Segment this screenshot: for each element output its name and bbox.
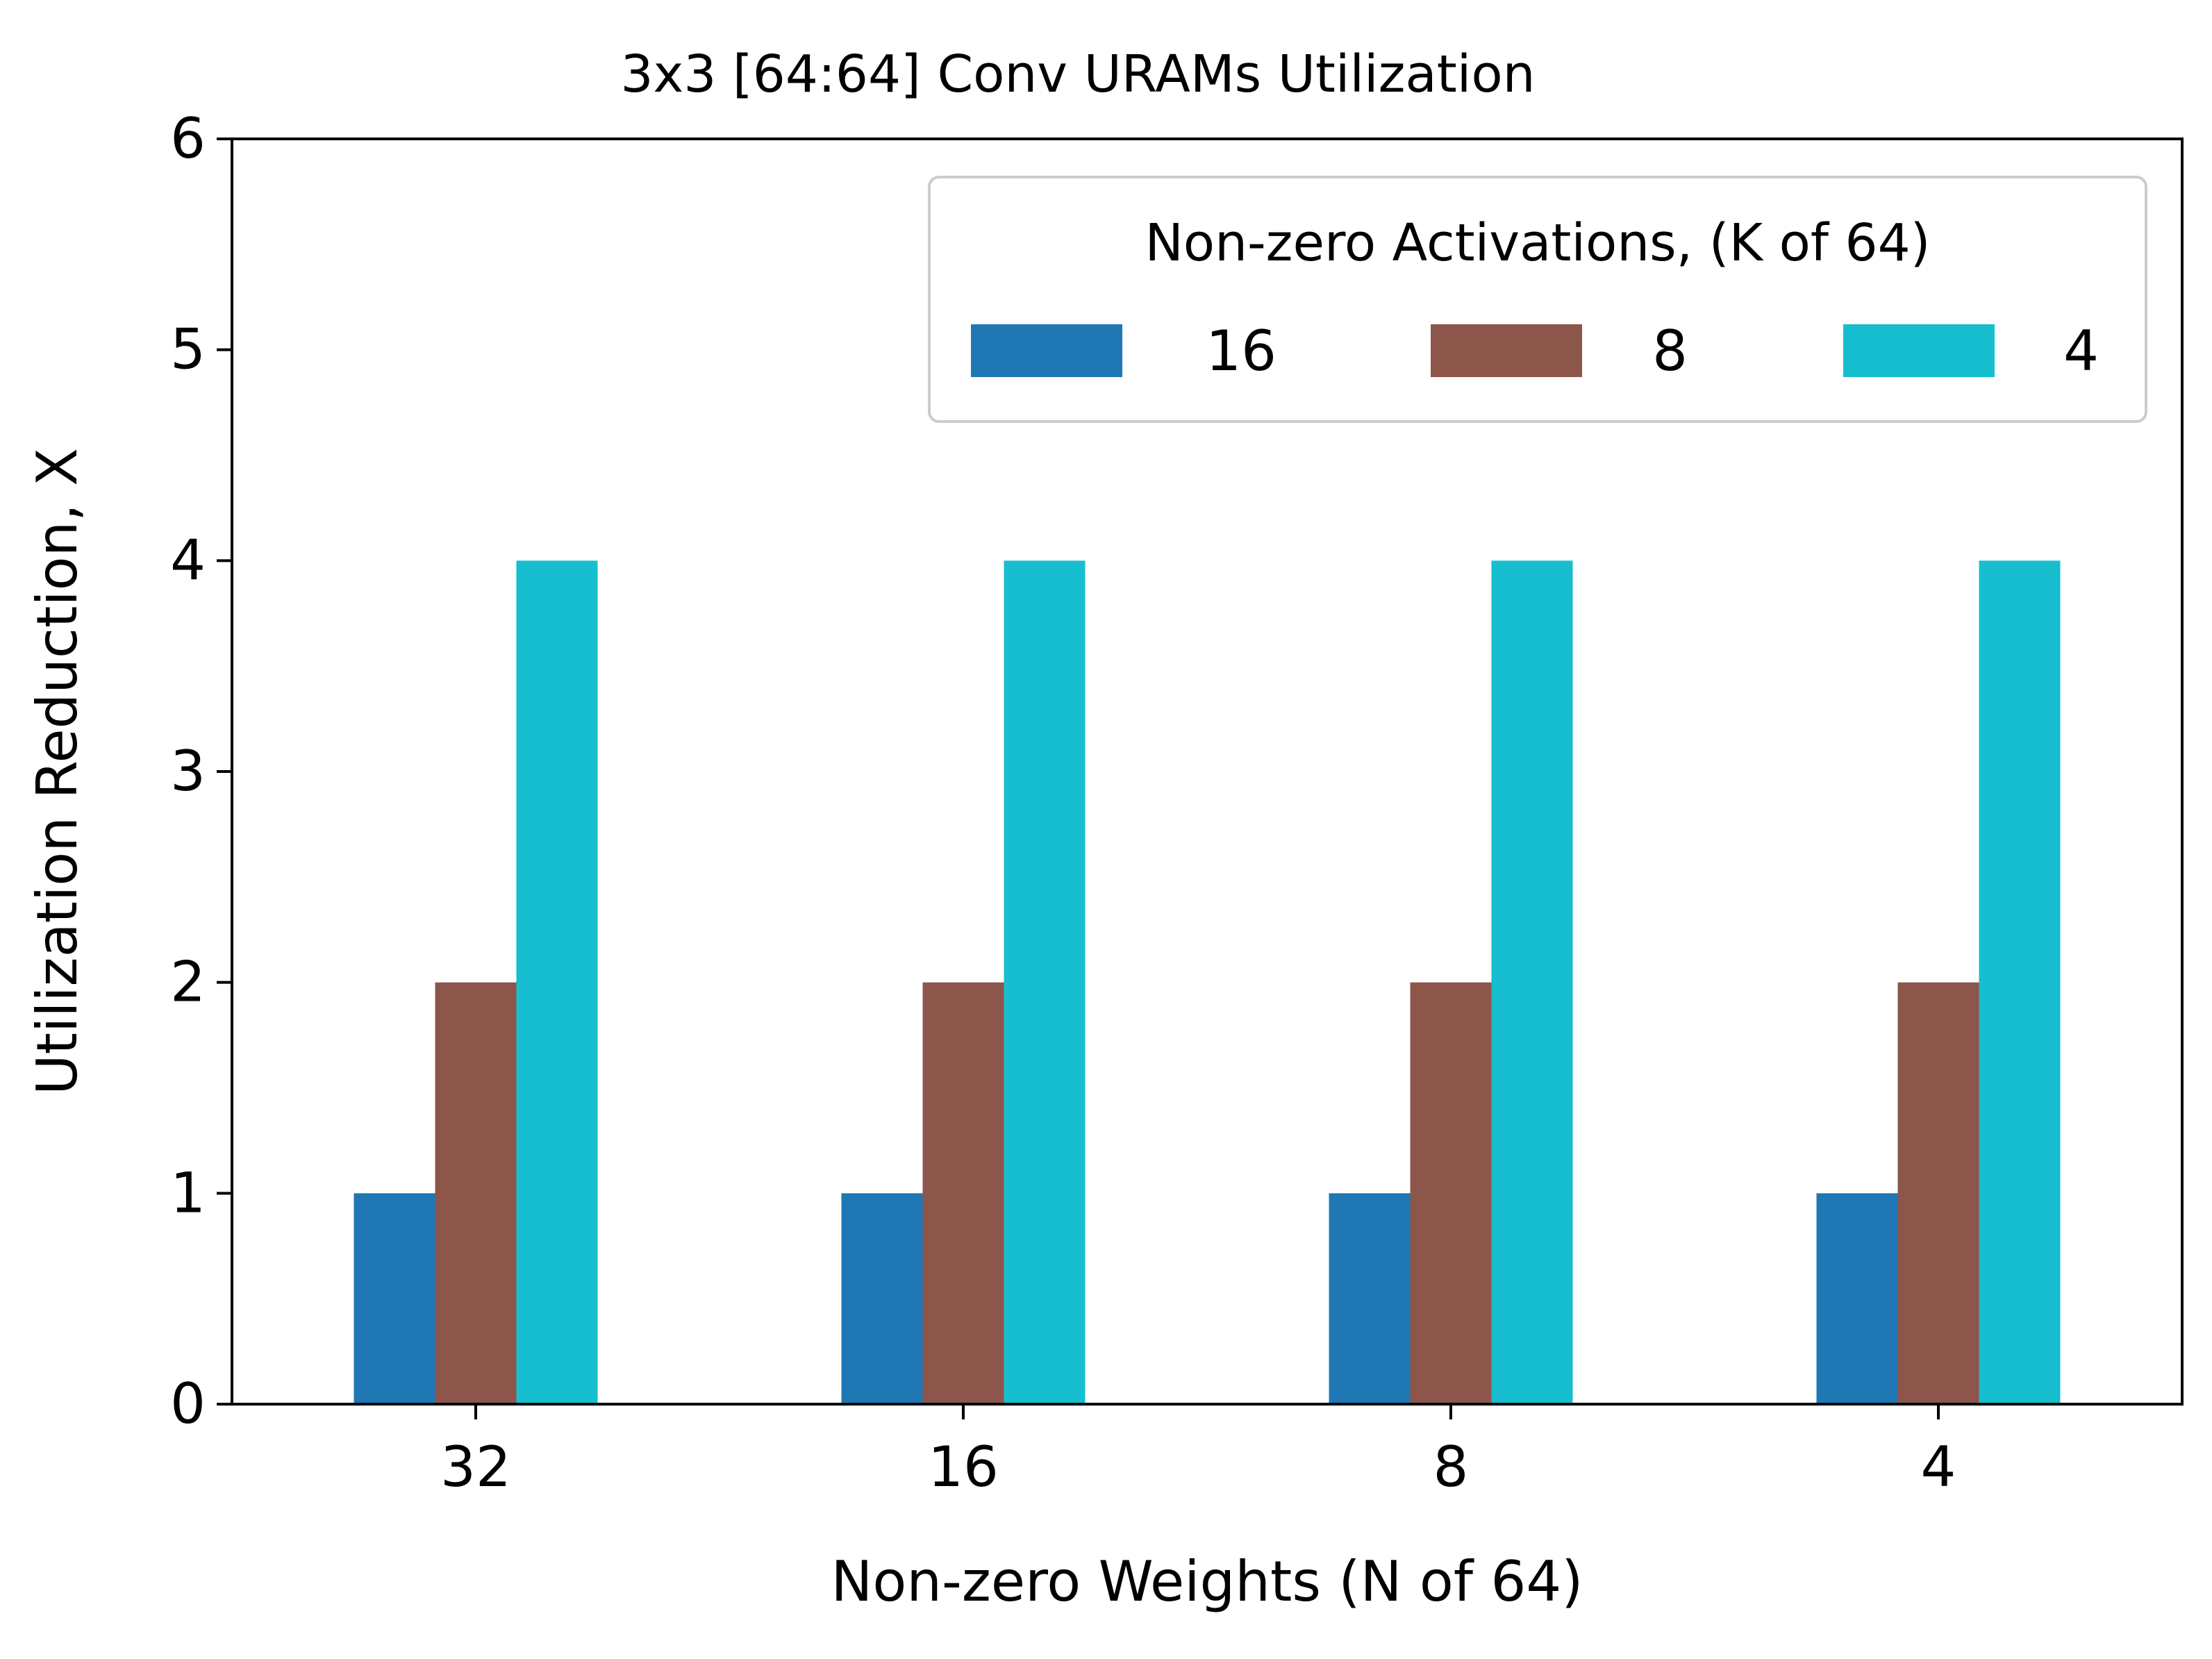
bar-32-series-16 [354, 1193, 435, 1404]
bar-32-series-8 [435, 982, 517, 1404]
bar-4-series-16 [1816, 1193, 1898, 1404]
legend-entries: 16 8 4 [971, 319, 2099, 383]
legend-title: Non-zero Activations, (K of 64) [1145, 213, 1930, 273]
bar-16-series-4 [1004, 560, 1086, 1405]
bar-32-series-4 [516, 560, 598, 1405]
y-tick-label: 3 [170, 739, 206, 803]
bar-4-series-4 [1979, 560, 2061, 1405]
legend-frame [928, 176, 2147, 423]
x-tick-label: 4 [1921, 1435, 1956, 1499]
y-axis-label: Utilization Reduction, X [25, 448, 90, 1095]
bar-8-series-4 [1491, 560, 1573, 1405]
legend-label-8: 8 [1652, 319, 1688, 383]
legend-swatch-16 [971, 324, 1122, 377]
plot-frame [231, 137, 2184, 1406]
bars-layer [354, 560, 2061, 1405]
legend-label-4: 4 [2063, 319, 2099, 383]
chart-title: 3x3 [64:64] Conv URAMs Utilization [620, 44, 1535, 104]
y-tick-label: 4 [170, 528, 206, 592]
x-axis: 32 16 8 4 [440, 1404, 1956, 1499]
legend-swatch-8 [1431, 324, 1582, 377]
y-axis: 0 1 2 3 4 5 6 [170, 106, 232, 1436]
bar-16-series-16 [841, 1193, 923, 1404]
x-axis-label: Non-zero Weights (N of 64) [831, 1549, 1583, 1614]
y-tick-label: 2 [170, 950, 206, 1015]
x-tick-label: 32 [440, 1435, 511, 1499]
bar-4-series-8 [1897, 982, 1979, 1404]
bar-8-series-16 [1329, 1193, 1411, 1404]
y-tick-label: 1 [170, 1160, 206, 1225]
legend: Non-zero Activations, (K of 64) 16 8 4 [928, 176, 2147, 423]
x-tick-label: 8 [1433, 1435, 1469, 1499]
y-tick-label: 5 [170, 317, 206, 382]
legend-swatch-4 [1843, 324, 1995, 377]
x-tick-label: 16 [928, 1435, 999, 1499]
bar-8-series-8 [1410, 982, 1492, 1404]
bar-16-series-8 [922, 982, 1004, 1404]
y-tick-label: 6 [170, 106, 206, 171]
legend-label-16: 16 [1206, 319, 1277, 383]
y-tick-label: 0 [170, 1372, 206, 1436]
